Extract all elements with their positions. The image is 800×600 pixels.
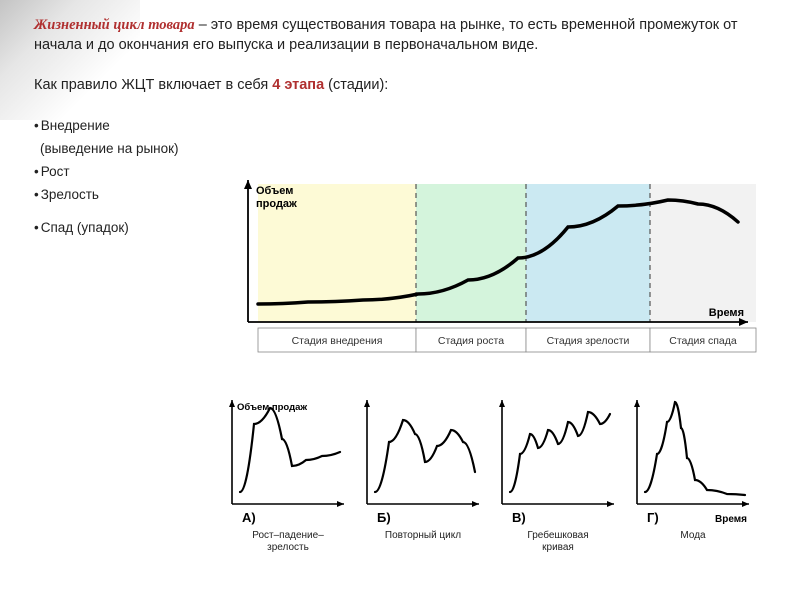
mini-chart-a: А) Рост–падение–зрелость Объем продаж [218, 394, 353, 564]
svg-text:кривая: кривая [542, 542, 574, 553]
title-paragraph: Жизненный цикл товара – это время сущест… [34, 16, 778, 55]
svg-text:Повторный цикл: Повторный цикл [385, 530, 461, 541]
list-item: Спад (упадок) [34, 217, 778, 240]
svg-text:Гребешковая: Гребешковая [527, 529, 588, 541]
list-item: Зрелость [34, 184, 778, 207]
svg-text:Стадия спада: Стадия спада [669, 335, 737, 347]
svg-text:Объем продаж: Объем продаж [237, 402, 307, 413]
svg-text:Стадия зрелости: Стадия зрелости [547, 335, 630, 347]
svg-text:Стадия внедрения: Стадия внедрения [292, 335, 383, 347]
svg-text:А): А) [242, 510, 256, 525]
stages-list: Внедрение (выведение на рынок) Рост Зрел… [34, 115, 778, 240]
svg-text:Рост–падение–: Рост–падение– [252, 530, 324, 541]
title-highlight: Жизненный цикл товара [34, 17, 195, 33]
svg-text:Б): Б) [377, 510, 391, 525]
list-item: (выведение на рынок) [40, 138, 778, 161]
subtitle-pre: Как правило ЖЦТ включает в себя [34, 77, 272, 93]
mini-charts-row: А) Рост–падение–зрелость Объем продаж Б) По… [218, 394, 758, 564]
subtitle: Как правило ЖЦТ включает в себя 4 этапа … [34, 77, 778, 93]
slide-content: Жизненный цикл товара – это время сущест… [0, 0, 800, 240]
list-item: Внедрение [34, 115, 778, 138]
svg-text:Г): Г) [647, 510, 659, 525]
svg-text:зрелость: зрелость [267, 542, 309, 553]
svg-text:В): В) [512, 510, 526, 525]
svg-text:Время: Время [715, 514, 747, 525]
mini-chart-b: Б) Повторный цикл [353, 394, 488, 564]
subtitle-post: (стадии): [324, 77, 388, 93]
mini-chart-c: В)Гребешковаякривая [488, 394, 623, 564]
svg-text:Стадия роста: Стадия роста [438, 335, 504, 347]
svg-text:Время: Время [709, 307, 744, 319]
list-item: Рост [34, 161, 778, 184]
svg-text:Мода: Мода [680, 530, 706, 541]
subtitle-num: 4 этапа [272, 77, 324, 93]
mini-chart-d: Г) Мода Время [623, 394, 758, 564]
